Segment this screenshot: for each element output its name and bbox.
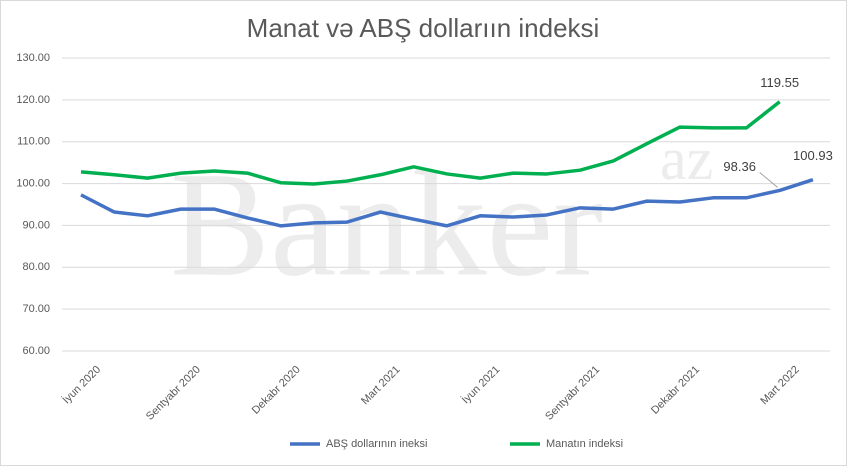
y-tick-label: 60.00 [22, 345, 50, 357]
data-label: 119.55 [760, 75, 799, 90]
y-tick-label: 80.00 [22, 261, 50, 273]
y-tick-label: 110.00 [17, 136, 50, 148]
leader-line [759, 172, 778, 188]
watermark-sup: az [660, 126, 713, 192]
series-line [80, 100, 781, 186]
data-label: 98.36 [723, 159, 756, 174]
y-tick-label: 90.00 [22, 219, 50, 231]
legend-label: ABŞ dollarının ineksi [326, 438, 428, 450]
y-tick-label: 70.00 [22, 303, 50, 315]
legend-label: Manatın indeksi [546, 438, 623, 450]
data-label: 100.93 [793, 148, 833, 163]
series-line [80, 178, 814, 228]
watermark: Banker [170, 141, 603, 307]
y-tick-label: 120.00 [16, 94, 50, 106]
y-tick-label: 130.00 [16, 52, 50, 64]
y-tick-label: 100.00 [16, 177, 50, 189]
chart-title: Manat və ABŞ dollarıın indeksi [247, 13, 600, 43]
